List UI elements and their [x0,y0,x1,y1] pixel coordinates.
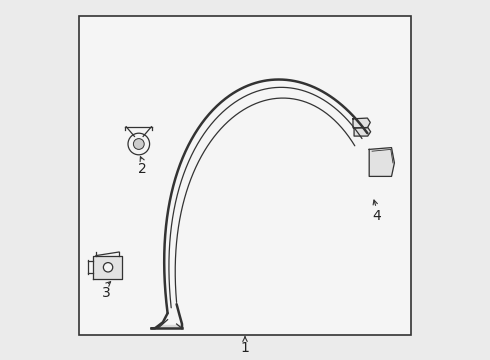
Text: 1: 1 [241,342,249,355]
Polygon shape [369,148,394,176]
Circle shape [103,263,113,272]
Polygon shape [354,127,370,136]
Circle shape [128,133,149,155]
Polygon shape [93,256,122,279]
Text: 2: 2 [138,162,147,176]
Text: 4: 4 [372,209,381,223]
Text: 3: 3 [102,287,111,300]
Polygon shape [353,118,370,128]
FancyBboxPatch shape [79,16,411,335]
Circle shape [133,139,144,149]
Polygon shape [151,325,182,328]
